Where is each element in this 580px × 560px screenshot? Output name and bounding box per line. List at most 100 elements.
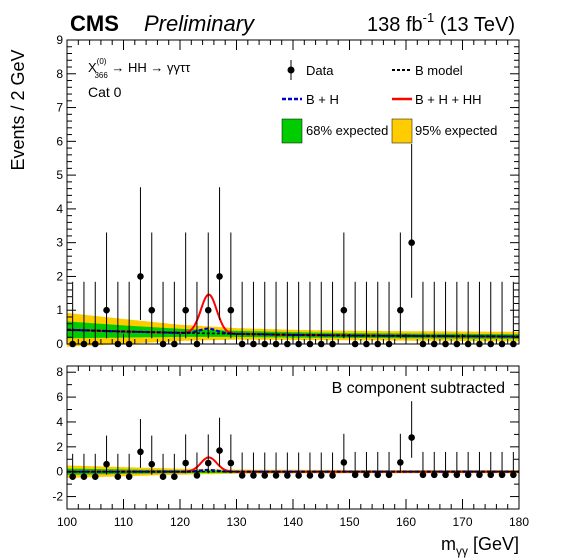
lower-data-point	[261, 472, 269, 479]
lower-y-tick-label: -2	[52, 490, 63, 504]
lower-data-point	[374, 471, 382, 479]
legend-bhhh-label: B + H + HH	[415, 92, 481, 107]
lower-data-point	[227, 459, 235, 467]
lower-data-point	[114, 473, 122, 481]
lower-data-point	[430, 471, 438, 479]
lower-y-tick-label: 8	[56, 365, 63, 379]
upper-y-tick-label: 9	[56, 33, 63, 47]
lower-data-point	[306, 472, 314, 479]
lower-data-point	[137, 448, 144, 456]
lower-data-point	[238, 472, 246, 479]
lower-y-tick-label: 0	[56, 465, 63, 479]
lower-data-point	[91, 473, 99, 481]
lower-axes: -2 0 2 4 6 8 100 110 120 130 140 150 160 170 180	[52, 365, 529, 529]
lower-data-point	[171, 473, 178, 481]
lower-data-point	[148, 460, 156, 468]
lower-data-point	[442, 471, 449, 479]
upper-frame	[66, 39, 520, 345]
upper-y-tick-label: 0	[56, 337, 63, 351]
legend-band68-label: 68% expected	[306, 123, 388, 138]
lower-data-point	[204, 459, 212, 467]
category-label: Cat 0	[88, 84, 122, 100]
lower-data-point	[340, 459, 348, 466]
lower-data-point	[182, 459, 189, 467]
upper-data-point	[137, 273, 144, 280]
lower-x-tick-label: 180	[509, 515, 529, 529]
upper-y-tick-label: 4	[56, 202, 63, 216]
luminosity-label: 138 fb-1 (13 TeV)	[367, 10, 515, 36]
legend-data-marker	[287, 66, 295, 74]
x-axis-title-unit: [GeV]	[468, 534, 519, 554]
experiment-label: CMS	[70, 11, 119, 36]
upper-axes: 0 1 2 3 4 5 6 7 8 9	[56, 33, 520, 351]
lower-data-point	[159, 473, 167, 481]
lower-data-point	[476, 471, 483, 479]
lower-data-point	[103, 460, 110, 468]
lower-y-tick-label: 4	[56, 415, 63, 429]
lower-x-tick-label: 130	[226, 515, 246, 529]
lower-annotation: B component subtracted	[332, 380, 505, 397]
lower-data-point	[510, 471, 517, 479]
upper-y-tick-label: 3	[56, 236, 63, 250]
process-chi-sup: (0)	[97, 57, 107, 66]
process-decay: → HH → γγττ	[108, 60, 191, 75]
lower-data-point	[464, 471, 472, 479]
lower-data-point	[363, 471, 370, 479]
upper-y-tick-label: 6	[56, 134, 63, 148]
lower-data-points	[69, 401, 517, 481]
lower-data-point	[69, 473, 76, 481]
legend-bh-label: B + H	[306, 92, 339, 107]
upper-y-tick-label: 1	[56, 303, 63, 317]
lumi-value: 138 fb	[367, 14, 423, 36]
lower-x-tick-label: 100	[57, 515, 77, 529]
upper-data-point	[103, 306, 110, 314]
upper-data-points	[69, 144, 517, 348]
upper-y-tick-label: 2	[56, 269, 63, 283]
legend-band95-label: 95% expected	[415, 123, 497, 138]
upper-y-tick-label: 5	[56, 168, 63, 182]
upper-y-tick-label: 8	[56, 67, 63, 81]
lower-data-point	[317, 472, 325, 479]
legend-band95-swatch	[391, 118, 413, 144]
upper-data-point	[204, 306, 212, 314]
process-chi-sub: 366	[94, 71, 108, 80]
lower-y-tick-label: 2	[56, 440, 63, 454]
lower-data-point	[216, 447, 223, 454]
upper-data-point	[340, 306, 348, 314]
lower-data-point	[125, 473, 133, 481]
lower-data-point	[329, 472, 336, 479]
lower-data-point	[397, 459, 404, 466]
upper-data-point	[182, 306, 189, 314]
legend-bmodel-label: B model	[415, 63, 463, 78]
lumi-energy: (13 TeV)	[434, 14, 515, 36]
lower-data-point	[193, 472, 201, 479]
lower-x-tick-label: 170	[452, 515, 472, 529]
lower-fit-curves	[67, 456, 519, 473]
x-axis-title-var: m	[441, 534, 456, 554]
x-axis-title: mγγ [GeV]	[441, 534, 519, 558]
upper-data-point	[148, 306, 156, 314]
process-label: X(0) 366 → HH → γγττ	[88, 57, 191, 80]
x-axis-title-sub: γγ	[456, 544, 468, 558]
lower-data-point	[284, 472, 291, 479]
lower-x-tick-label: 140	[283, 515, 303, 529]
legend-band68-swatch	[281, 118, 303, 144]
lower-data-point	[80, 473, 88, 481]
lower-data-point	[385, 471, 393, 479]
lower-x-tick-label: 110	[114, 515, 133, 529]
lower-data-point	[250, 472, 257, 479]
lower-data-point	[419, 471, 427, 479]
upper-data-point	[216, 273, 223, 280]
upper-data-point	[408, 239, 415, 246]
lower-y-tick-label: 6	[56, 390, 63, 404]
lower-x-tick-label: 160	[396, 515, 416, 529]
legend-data-label: Data	[306, 63, 334, 78]
lower-data-point	[487, 471, 495, 479]
lower-x-tick-label: 120	[170, 515, 190, 529]
lower-data-point	[351, 471, 359, 479]
lower-data-point	[453, 471, 461, 479]
lower-data-point	[498, 471, 506, 479]
status-label: Preliminary	[144, 11, 256, 36]
y-axis-title: Events / 2 GeV	[8, 49, 28, 170]
